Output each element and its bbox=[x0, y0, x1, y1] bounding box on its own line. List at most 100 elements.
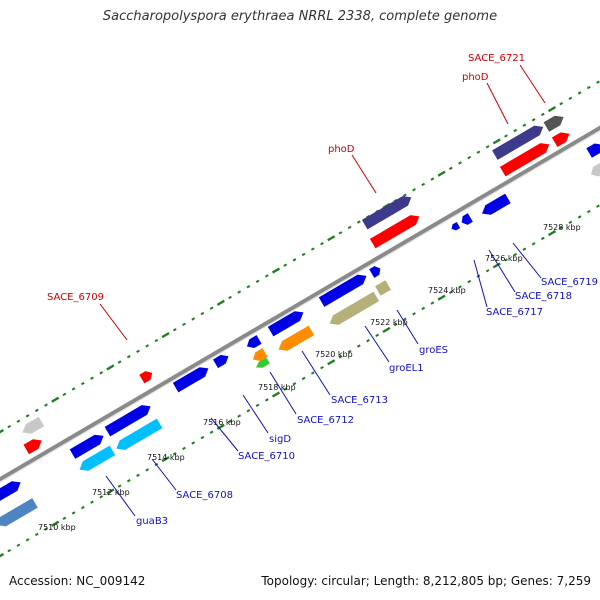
minor-tick bbox=[283, 387, 288, 391]
gene-arrow bbox=[278, 325, 315, 351]
leader-line bbox=[151, 458, 177, 491]
gene-arrow bbox=[246, 335, 262, 349]
gene-label-groes: groES bbox=[419, 345, 448, 356]
gene-label-sace-6718: SACE_6718 bbox=[515, 291, 572, 302]
gene-label-sace-6710: SACE_6710 bbox=[238, 451, 295, 462]
minor-tick bbox=[522, 123, 527, 127]
minor-tick bbox=[191, 441, 196, 445]
major-tick bbox=[547, 230, 557, 237]
gene-label-phod-2: phoD bbox=[328, 144, 355, 155]
kbp-label: 7510 kbp bbox=[38, 523, 76, 532]
minor-tick bbox=[458, 285, 462, 289]
minor-tick bbox=[237, 290, 242, 294]
minor-tick bbox=[402, 317, 407, 321]
label-leader-lines bbox=[99, 64, 546, 517]
minor-tick bbox=[467, 279, 472, 284]
minor-tick bbox=[310, 371, 315, 375]
gene-arrow bbox=[590, 162, 600, 177]
minor-tick bbox=[172, 328, 177, 332]
major-tick bbox=[161, 456, 170, 463]
minor-tick bbox=[246, 409, 251, 413]
gene-label-sace-6709: SACE_6709 bbox=[47, 292, 104, 303]
major-tick bbox=[547, 106, 557, 113]
minor-tick bbox=[586, 85, 591, 90]
minor-tick bbox=[301, 252, 306, 257]
tick-track-lower bbox=[0, 204, 600, 558]
minor-tick bbox=[522, 247, 527, 251]
gene-arrow bbox=[0, 498, 38, 527]
minor-tick bbox=[485, 269, 490, 273]
minor-tick bbox=[375, 333, 380, 338]
minor-tick bbox=[126, 478, 131, 483]
minor-tick bbox=[117, 360, 122, 364]
minor-tick bbox=[402, 193, 407, 197]
major-tick bbox=[51, 520, 60, 527]
minor-tick bbox=[16, 419, 21, 423]
gene-arrow bbox=[551, 132, 570, 148]
tick-track-upper bbox=[0, 80, 600, 434]
major-tick bbox=[492, 262, 501, 269]
gene-arrow bbox=[499, 143, 550, 177]
minor-tick bbox=[559, 102, 564, 106]
gene-arrow bbox=[369, 215, 420, 249]
gene-arrow bbox=[543, 115, 564, 132]
minor-tick bbox=[366, 339, 370, 343]
major-tick bbox=[216, 299, 225, 306]
gene-arrow bbox=[104, 405, 151, 437]
gene-arrow bbox=[79, 445, 116, 471]
minor-tick bbox=[126, 354, 131, 359]
minor-tick bbox=[467, 155, 472, 160]
minor-tick bbox=[99, 495, 104, 499]
gene-arrow bbox=[23, 439, 42, 455]
major-tick bbox=[271, 267, 281, 274]
leader-line bbox=[242, 394, 269, 434]
major-tick bbox=[0, 552, 5, 558]
kbp-label: 7516 kbp bbox=[203, 418, 241, 427]
gene-arrow bbox=[318, 274, 367, 307]
minor-tick bbox=[320, 365, 324, 370]
gene-arrow bbox=[139, 371, 153, 384]
minor-tick bbox=[62, 516, 67, 520]
minor-tick bbox=[90, 500, 94, 504]
leader-line bbox=[473, 259, 488, 308]
minor-tick bbox=[182, 322, 186, 327]
kbp-label: 7512 kbp bbox=[92, 488, 130, 497]
minor-tick bbox=[292, 258, 297, 262]
minor-tick bbox=[310, 247, 315, 251]
minor-tick bbox=[80, 505, 85, 510]
kbp-label: 7524 kbp bbox=[428, 286, 466, 295]
minor-tick bbox=[25, 414, 30, 418]
minor-tick bbox=[145, 344, 150, 348]
minor-tick bbox=[485, 145, 490, 149]
minor-tick bbox=[568, 96, 573, 100]
leader-line bbox=[519, 64, 546, 104]
gene-label-phod-1: phoD bbox=[462, 72, 489, 83]
minor-tick bbox=[145, 468, 150, 472]
gene-arrow bbox=[0, 481, 21, 505]
gene-label-sace-6721: SACE_6721 bbox=[468, 53, 525, 64]
minor-tick bbox=[412, 312, 416, 316]
minor-tick bbox=[347, 225, 352, 230]
backbone-highlight bbox=[0, 130, 600, 483]
gene-arrow bbox=[252, 348, 268, 362]
minor-tick bbox=[136, 349, 140, 353]
minor-tick bbox=[90, 376, 94, 380]
minor-tick bbox=[200, 435, 205, 440]
minor-tick bbox=[504, 134, 508, 138]
minor-tick bbox=[356, 220, 361, 224]
gene-label-groel1: groEL1 bbox=[389, 363, 424, 374]
kbp-labels: 7510 kbp 7512 kbp 7514 kbp 7516 kbp 7518… bbox=[38, 223, 581, 532]
minor-tick bbox=[44, 527, 48, 531]
minor-tick bbox=[338, 231, 343, 235]
kbp-label: 7526 kbp bbox=[485, 254, 523, 263]
minor-tick bbox=[421, 182, 426, 187]
kbp-label: 7522 kbp bbox=[370, 318, 408, 327]
major-tick bbox=[327, 235, 336, 242]
minor-tick bbox=[7, 548, 12, 553]
minor-tick bbox=[44, 403, 48, 407]
gene-arrow bbox=[172, 367, 209, 393]
minor-tick bbox=[356, 344, 361, 348]
leader-line bbox=[512, 242, 542, 279]
gene-arrow bbox=[329, 291, 380, 325]
